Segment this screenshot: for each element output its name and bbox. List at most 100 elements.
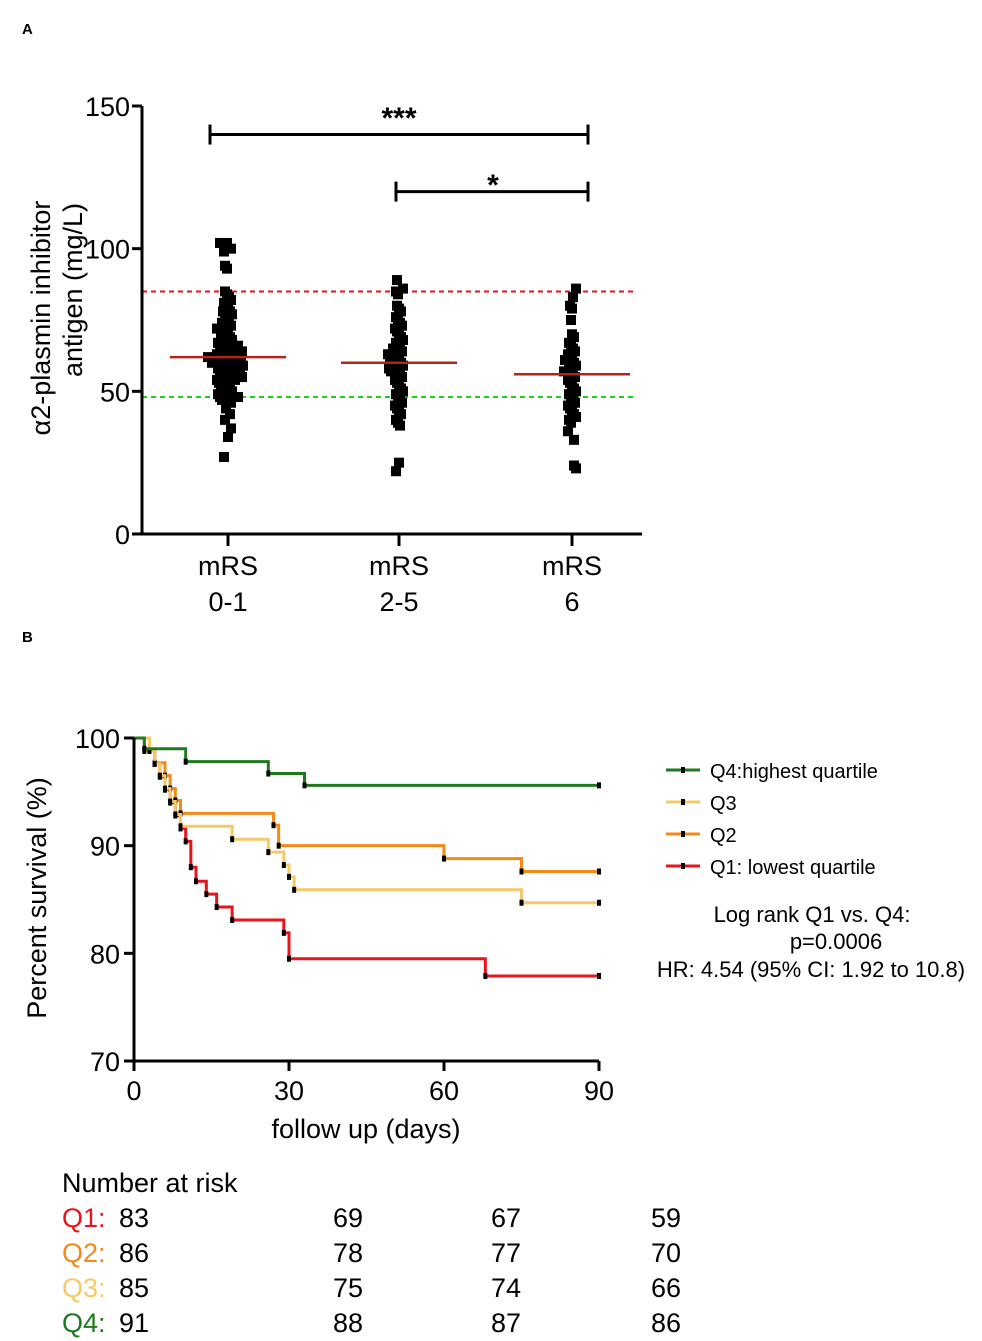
data-point-1-1 [398,283,408,294]
censor-mark-2-10 [519,868,524,875]
censor-mark-3-11 [204,891,209,898]
risk-value: 85 [119,1273,150,1303]
risk-value: 86 [119,1238,150,1268]
censor-mark-3-8 [183,838,188,845]
data-point-1-34 [386,366,396,377]
data-point-2-43 [571,463,581,474]
data-point-2-40 [563,426,573,437]
panel-b-ylabel: Percent survival (%) [22,777,52,1019]
censor-mark-1-5 [168,798,173,805]
panel-a-chart: 0 50 100 150 mRS 0-1 mRS 2-5 mRS 6 [85,92,642,617]
risk-row-label: Q2: [62,1238,106,1268]
data-point-0-1 [215,237,225,248]
data-point-1-50 [396,409,406,420]
censor-mark-2-7 [271,822,276,829]
data-point-1-19 [388,343,398,354]
panel-b-chart: 70 80 90 100 0 30 60 90 Q4:highest quartile Q3 Q2 Q… [75,724,878,1106]
data-point-2-28 [571,386,581,397]
risk-value: 88 [332,1308,364,1338]
x-tick-label-1-line1: mRS [369,551,429,581]
risk-value: 74 [490,1273,522,1303]
censor-mark-1-14 [597,899,601,906]
legend-swatch-mark-2 [681,831,685,837]
data-point-0-28 [217,317,227,328]
data-point-0-8 [226,423,236,434]
legend-label-0: Q4:highest quartile [710,761,878,783]
censor-mark-1-8 [230,836,235,843]
data-point-0-77 [237,372,247,383]
censor-mark-0-1 [142,745,147,752]
panel-a-ylabel-line1: α2-plasmin inhibitor [26,201,56,436]
data-point-0-18 [226,295,236,306]
risk-value: 86 [650,1308,682,1338]
risk-row-label: Q1: [62,1203,106,1233]
y-tick-label-3: 150 [85,92,130,122]
risk-value: 83 [119,1203,150,1233]
stats-line-1: Log rank Q1 vs. Q4: [714,902,911,927]
censor-mark-1-12 [292,886,297,893]
data-point-2-39 [566,417,576,428]
data-point-0-0 [222,237,232,248]
x-tick-label-2-line2: 6 [564,587,579,617]
risk-table-rows: Q1: 83 69 67 59 Q2: 86 78 77 70 Q3: 85 75 74 66 Q4: 91 88… [62,1201,681,1341]
km-x-tick-label-2: 60 [429,1076,459,1106]
km-y-tick-label-2: 90 [90,832,120,862]
panel-a-label: A [22,21,33,38]
data-point-2-3 [567,303,577,314]
data-point-1-6 [396,306,406,317]
y-tick-label-1: 50 [100,377,130,407]
data-point-0-24 [227,309,237,320]
legend-label-1: Q3 [710,793,737,815]
data-point-2-1 [568,292,578,303]
legend-swatch-mark-0 [681,767,685,773]
data-point-0-92 [233,392,243,403]
censor-mark-0-5 [597,782,601,789]
data-point-0-62 [207,357,217,368]
km-y-tick-label-1: 80 [90,939,120,969]
censor-mark-2-9 [442,855,446,862]
censor-mark-1-10 [281,862,286,869]
data-point-0-2 [226,243,236,254]
censor-mark-3-14 [281,929,286,936]
legend-swatch-mark-1 [681,799,685,805]
censor-mark-3-12 [214,904,219,911]
risk-value: 67 [490,1203,522,1233]
risk-value: 77 [490,1238,522,1268]
data-point-0-9 [220,414,230,425]
y-tick-label-0: 0 [115,520,130,550]
data-point-2-4 [566,315,576,325]
stats-line-3: HR: 4.54 (95% CI: 1.92 to 10.8) [657,957,965,982]
sig-label-main: *** [381,102,416,135]
censor-mark-1-1 [147,747,152,754]
data-point-0-7 [223,431,233,442]
legend-label-2: Q2 [710,825,737,847]
data-point-1-55 [391,466,401,477]
data-point-0-5 [222,263,232,274]
data-point-2-0 [571,283,581,294]
censor-mark-1-2 [152,760,157,767]
data-point-2-14 [560,354,570,365]
censor-mark-3-9 [188,864,193,871]
censor-mark-0-4 [302,782,307,789]
censor-mark-0-2 [183,758,188,765]
data-point-2-16 [571,360,581,371]
data-point-0-37 [227,334,237,345]
data-point-0-87 [227,386,237,397]
censor-mark-3-13 [230,916,235,923]
data-point-2-6 [569,332,579,343]
censor-mark-3-15 [287,955,291,962]
censor-mark-3-16 [483,972,488,979]
risk-value: 75 [332,1273,364,1303]
data-point-1-42 [398,386,408,397]
km-x-tick-label-0: 0 [126,1076,141,1106]
data-point-0-6 [219,451,229,462]
data-point-1-3 [393,289,403,300]
data-point-2-22 [570,372,580,383]
data-point-0-11 [221,403,231,414]
data-point-1-36 [397,372,407,383]
data-point-0-80 [230,374,240,385]
sig-label-minor: * [487,169,499,202]
panel-a-ylabel-line2: antigen (mg/L) [58,203,88,377]
risk-row-1: Q1: 83 69 67 59 [62,1201,681,1236]
